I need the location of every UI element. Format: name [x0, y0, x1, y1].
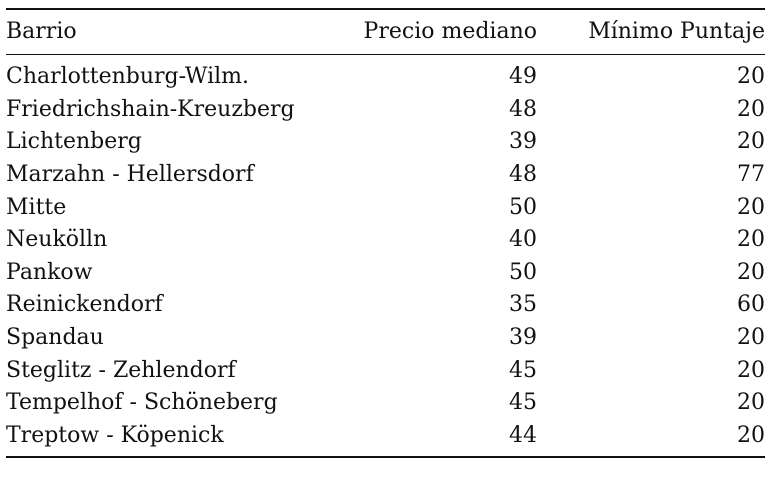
cell-barrio: Friedrichshain-Kreuzberg: [6, 96, 295, 122]
cell-minimo: 20: [737, 129, 765, 155]
table-row: Reinickendorf 35 60: [6, 289, 765, 322]
table-row: Spandau 39 20: [6, 322, 765, 355]
cell-precio: 49: [509, 64, 537, 90]
cell-minimo: 20: [737, 64, 765, 90]
table-row: Neukölln 40 20: [6, 224, 765, 257]
cell-minimo: 20: [737, 325, 765, 351]
cell-minimo: 77: [737, 162, 765, 188]
district-price-table: Barrio Precio mediano Mínimo Puntaje Cha…: [6, 8, 765, 458]
cell-precio: 39: [509, 325, 537, 351]
cell-precio: 50: [509, 194, 537, 220]
cell-barrio: Tempelhof - Schöneberg: [6, 390, 278, 416]
cell-minimo: 20: [737, 194, 765, 220]
table-row: Mitte 50 20: [6, 191, 765, 224]
cell-barrio: Spandau: [6, 325, 104, 351]
cell-minimo: 60: [737, 292, 765, 318]
cell-precio: 35: [509, 292, 537, 318]
header-minimo-puntaje: Mínimo Puntaje: [588, 19, 765, 44]
cell-precio: 39: [509, 129, 537, 155]
table-row: Tempelhof - Schöneberg 45 20: [6, 387, 765, 420]
cell-barrio: Neukölln: [6, 227, 108, 253]
table-row: Lichtenberg 39 20: [6, 126, 765, 159]
cell-precio: 48: [509, 162, 537, 188]
cell-precio: 50: [509, 259, 537, 285]
header-row: Barrio Precio mediano Mínimo Puntaje: [6, 9, 765, 55]
header-barrio: Barrio: [6, 19, 77, 44]
cell-minimo: 20: [737, 390, 765, 416]
cell-minimo: 20: [737, 422, 765, 448]
cell-barrio: Lichtenberg: [6, 129, 142, 155]
cell-minimo: 20: [737, 96, 765, 122]
table-row: Charlottenburg-Wilm. 49 20: [6, 55, 765, 94]
cell-barrio: Steglitz - Zehlendorf: [6, 357, 236, 383]
cell-barrio: Marzahn - Hellersdorf: [6, 162, 254, 188]
cell-barrio: Charlottenburg-Wilm.: [6, 64, 250, 90]
table-row: Treptow - Köpenick 44 20: [6, 420, 765, 458]
cell-precio: 40: [509, 227, 537, 253]
cell-barrio: Mitte: [6, 194, 67, 220]
cell-minimo: 20: [737, 227, 765, 253]
cell-barrio: Reinickendorf: [6, 292, 163, 318]
cell-precio: 48: [509, 96, 537, 122]
cell-precio: 45: [509, 357, 537, 383]
table-row: Friedrichshain-Kreuzberg 48 20: [6, 94, 765, 127]
table-row: Pankow 50 20: [6, 257, 765, 290]
cell-precio: 44: [509, 422, 537, 448]
cell-barrio: Pankow: [6, 259, 93, 285]
cell-minimo: 20: [737, 259, 765, 285]
table-row: Steglitz - Zehlendorf 45 20: [6, 354, 765, 387]
cell-precio: 45: [509, 390, 537, 416]
table-header: Barrio Precio mediano Mínimo Puntaje: [6, 9, 765, 55]
cell-minimo: 20: [737, 357, 765, 383]
cell-barrio: Treptow - Köpenick: [6, 422, 224, 448]
table-body: Charlottenburg-Wilm. 49 20 Friedrichshai…: [6, 55, 765, 458]
header-precio-mediano: Precio mediano: [363, 19, 537, 44]
table-row: Marzahn - Hellersdorf 48 77: [6, 159, 765, 192]
